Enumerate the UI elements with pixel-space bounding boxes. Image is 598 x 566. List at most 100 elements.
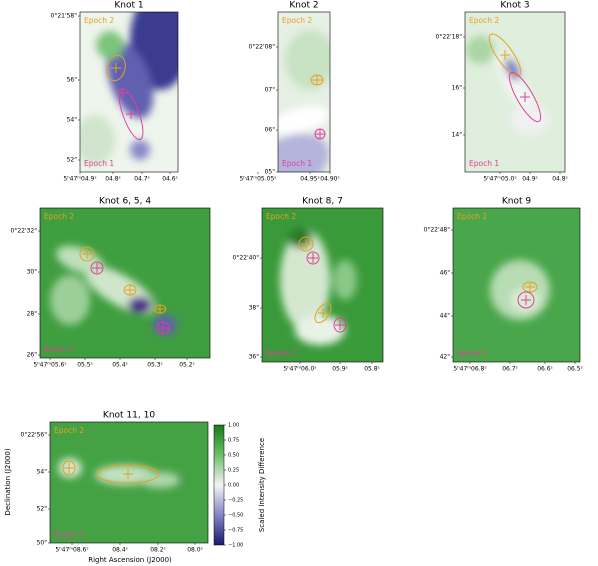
x-tick-label: 5ʰ47ᵐ04.9ˢ: [63, 176, 96, 183]
region: [62, 460, 76, 476]
blobs: [58, 458, 180, 488]
colorbar-tick-label: −0.50: [228, 513, 243, 519]
colorbar-tick-label: 0.25: [228, 468, 239, 474]
x-tick-label: 5ʰ47ᵐ08.6ˢ: [55, 547, 88, 554]
y-tick-label: 07": [265, 87, 276, 94]
blob: [140, 472, 180, 488]
y-tick-label: 16": [452, 85, 463, 92]
y-tick-label: 38": [249, 305, 260, 312]
y-tick-label: 50": [37, 540, 48, 547]
y-tick-label: 0°22'56": [21, 432, 48, 439]
region: [517, 291, 535, 309]
epoch-top: Epoch 2: [469, 16, 499, 25]
blobs: [80, 12, 178, 165]
colorbar-tick-label: 1.00: [228, 423, 239, 429]
x-tick-label: 06.6ˢ: [537, 366, 553, 373]
x-tick-label: 04.9ˢ: [522, 176, 538, 183]
x-tick-label: 05.4ˢ: [112, 362, 128, 369]
blob: [288, 228, 312, 248]
x-tick-label: 08.4ˢ: [112, 547, 128, 554]
panel-frame: [452, 207, 581, 363]
y-tick-label: 28": [27, 311, 38, 318]
panel-title: Knot 3: [500, 1, 529, 11]
y-tick-label: 0°22'40": [233, 255, 260, 262]
epoch-top: Epoch 2: [266, 212, 296, 221]
epoch-bottom: Epoch 1: [54, 530, 84, 539]
region: [333, 317, 347, 333]
blob: [278, 106, 330, 134]
y-axis-label: Declination (J2000): [4, 448, 12, 515]
x-tick-label: 06.5ˢ: [567, 366, 583, 373]
region: [96, 464, 160, 484]
x-tick-label: 05.5ˢ: [77, 362, 93, 369]
panel-title: Knot 2: [289, 1, 318, 11]
y-tick-label: 06": [265, 127, 276, 134]
blob: [96, 31, 124, 59]
epoch-bottom: Epoch 1: [266, 349, 296, 358]
y-tick-label: 0°22'18": [436, 34, 463, 41]
blobs: [50, 245, 177, 335]
epoch-top: Epoch 2: [44, 212, 74, 221]
epoch-bottom: Epoch 1: [469, 159, 499, 168]
x-tick-label: 5ʰ47ᵐ06.8ˢ: [453, 366, 486, 373]
region: [90, 261, 104, 275]
panel-frame: [464, 11, 566, 173]
x-tick-label: 08.2ˢ: [150, 547, 166, 554]
colorbar-tick-label: −1.00: [228, 543, 243, 549]
epoch-bottom: Epoch 1: [457, 349, 487, 358]
epoch-top: Epoch 2: [84, 16, 114, 25]
x-tick-label: 05.2ˢ: [179, 362, 195, 369]
x-tick-label: 05.8ˢ: [364, 366, 380, 373]
x-tick-label: 04.7ˢ: [134, 176, 150, 183]
x-tick-label: 5ʰ47ᵐ05.05ˢ: [239, 176, 276, 183]
blob: [153, 315, 177, 335]
y-tick-label: 52": [67, 157, 78, 164]
y-tick-label: 0°22'32": [11, 228, 38, 235]
panel-frame: [49, 421, 209, 544]
region: [488, 33, 522, 77]
panel-title: Knot 9: [502, 197, 532, 207]
colorbar: [213, 424, 225, 546]
y-tick-label: 0°22'08": [249, 44, 276, 51]
x-tick-label: 5ʰ47ᵐ06.0ˢ: [283, 366, 316, 373]
x-tick-label: 5ʰ47ᵐ05.0ˢ: [483, 176, 516, 183]
region: [298, 236, 314, 252]
blob: [466, 36, 494, 64]
colorbar-tick-label: 0.00: [228, 483, 239, 489]
blob: [80, 115, 115, 165]
panel-frame: [39, 207, 211, 359]
panel-title: Knot 11, 10: [103, 411, 155, 421]
blob: [106, 41, 154, 119]
epoch-top: Epoch 2: [457, 212, 487, 221]
blob: [56, 245, 104, 275]
blob: [50, 275, 90, 325]
epoch-bottom: Epoch 1: [282, 159, 312, 168]
x-tick-label: 04.95ˢ: [300, 176, 319, 183]
blob: [128, 297, 152, 313]
blobs: [490, 260, 550, 320]
y-tick-label: 14": [452, 132, 463, 139]
panel-title: Knot 6, 5, 4: [99, 197, 151, 207]
colorbar-tick-label: 0.75: [228, 438, 239, 444]
region: [118, 87, 144, 141]
x-tick-label: 5ʰ47ᵐ05.6ˢ: [33, 362, 66, 369]
colorbar-tick-label: −0.75: [228, 528, 243, 534]
region: [314, 302, 332, 324]
colorbar-label: Scaled Intensity Difference: [258, 438, 266, 532]
y-tick-label: 54": [37, 469, 48, 476]
epoch-top: Epoch 2: [54, 426, 84, 435]
panel-title: Knot 1: [114, 1, 143, 11]
epoch-top: Epoch 2: [282, 16, 312, 25]
y-tick-label: 05": [265, 169, 276, 176]
x-tick-label: 04.90ˢ: [320, 176, 339, 183]
blob: [280, 230, 330, 330]
y-tick-label: 46": [440, 270, 451, 277]
blob: [295, 315, 345, 345]
y-tick-label: 42": [440, 354, 451, 361]
region: [79, 246, 95, 262]
y-tick-label: 56": [67, 77, 78, 84]
x-axis-label: Right Ascension (J2000): [88, 556, 172, 564]
region: [106, 54, 126, 82]
x-tick-label: 05.3ˢ: [147, 362, 163, 369]
